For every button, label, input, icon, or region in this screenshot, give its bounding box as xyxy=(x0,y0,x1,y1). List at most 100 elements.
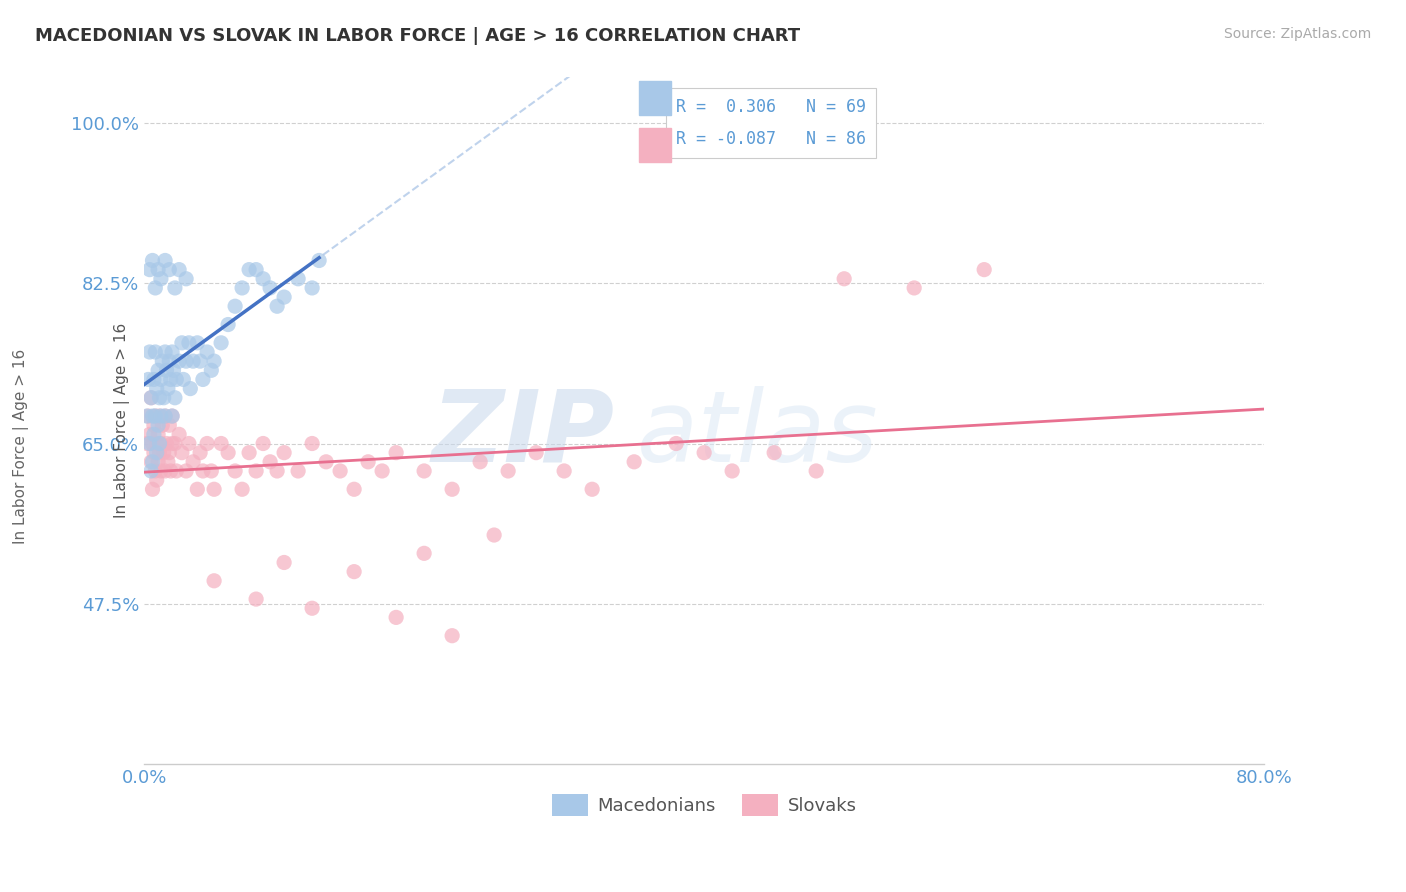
Point xyxy=(181,354,204,368)
Point xyxy=(146,363,169,377)
Point xyxy=(167,262,190,277)
Point xyxy=(721,464,744,478)
Point xyxy=(804,464,827,478)
Point xyxy=(195,345,218,359)
Point xyxy=(145,473,167,487)
Point xyxy=(165,372,187,386)
Point xyxy=(191,464,214,478)
Point xyxy=(217,445,239,459)
Point xyxy=(163,281,186,295)
Point xyxy=(153,345,176,359)
Point xyxy=(145,445,167,459)
Point xyxy=(174,272,197,286)
Point xyxy=(160,409,183,423)
Point xyxy=(156,455,179,469)
Point xyxy=(496,464,519,478)
Point xyxy=(245,464,267,478)
Point xyxy=(141,483,163,497)
Point xyxy=(149,436,172,450)
Point xyxy=(153,253,176,268)
Point xyxy=(308,253,330,268)
Point xyxy=(177,335,200,350)
Point xyxy=(143,345,166,359)
Point xyxy=(143,409,166,423)
Point xyxy=(172,372,194,386)
Point xyxy=(146,455,169,469)
Point xyxy=(623,455,645,469)
Point xyxy=(238,262,260,277)
Point xyxy=(139,391,162,405)
Point xyxy=(252,272,274,286)
Point xyxy=(665,436,688,450)
Point xyxy=(135,436,157,450)
Point xyxy=(155,363,177,377)
Point xyxy=(357,455,380,469)
Text: In Labor Force | Age > 16: In Labor Force | Age > 16 xyxy=(13,349,30,543)
Point xyxy=(149,464,172,478)
Point xyxy=(273,556,295,570)
Point xyxy=(170,445,193,459)
Point xyxy=(287,272,309,286)
Point xyxy=(142,372,165,386)
Point xyxy=(174,464,197,478)
Point xyxy=(156,382,179,396)
Point xyxy=(138,345,160,359)
Point xyxy=(553,464,575,478)
Point xyxy=(188,354,211,368)
Point xyxy=(287,464,309,478)
Text: ZIP: ZIP xyxy=(432,386,614,483)
Point xyxy=(167,427,190,442)
Point xyxy=(763,445,786,459)
Point xyxy=(155,436,177,450)
Text: R =  0.306   N = 69
R = -0.087   N = 86: R = 0.306 N = 69 R = -0.087 N = 86 xyxy=(676,98,866,148)
Point xyxy=(153,409,176,423)
Point xyxy=(385,610,408,624)
Point xyxy=(343,483,366,497)
Point xyxy=(903,281,925,295)
Point xyxy=(413,546,436,560)
Point xyxy=(329,464,352,478)
Text: Source: ZipAtlas.com: Source: ZipAtlas.com xyxy=(1223,27,1371,41)
Point xyxy=(146,427,169,442)
Point xyxy=(224,464,246,478)
Point xyxy=(149,272,172,286)
Point xyxy=(157,418,180,433)
Point xyxy=(148,436,170,450)
Point xyxy=(142,445,165,459)
Point xyxy=(145,436,167,450)
Point xyxy=(209,335,232,350)
Point xyxy=(413,464,436,478)
Point xyxy=(149,409,172,423)
Point xyxy=(174,354,197,368)
Point xyxy=(468,455,491,469)
Point xyxy=(259,455,281,469)
Point xyxy=(152,445,174,459)
Point xyxy=(693,445,716,459)
Point xyxy=(157,445,180,459)
Point xyxy=(195,436,218,450)
Point xyxy=(139,455,162,469)
Point xyxy=(141,436,163,450)
Point xyxy=(231,281,253,295)
Point xyxy=(157,262,180,277)
Point xyxy=(224,299,246,313)
Point xyxy=(146,418,169,433)
Point xyxy=(200,464,222,478)
Point xyxy=(301,436,323,450)
Point xyxy=(141,409,163,423)
Point xyxy=(143,409,166,423)
Point xyxy=(177,436,200,450)
Point xyxy=(136,372,159,386)
Point xyxy=(245,592,267,607)
Point xyxy=(266,464,288,478)
Point xyxy=(973,262,995,277)
Point xyxy=(157,354,180,368)
Point xyxy=(143,281,166,295)
Point xyxy=(200,363,222,377)
Point xyxy=(202,483,225,497)
Text: MACEDONIAN VS SLOVAK IN LABOR FORCE | AGE > 16 CORRELATION CHART: MACEDONIAN VS SLOVAK IN LABOR FORCE | AG… xyxy=(35,27,800,45)
Point xyxy=(148,391,170,405)
Point xyxy=(188,445,211,459)
Point xyxy=(145,382,167,396)
Point xyxy=(138,427,160,442)
